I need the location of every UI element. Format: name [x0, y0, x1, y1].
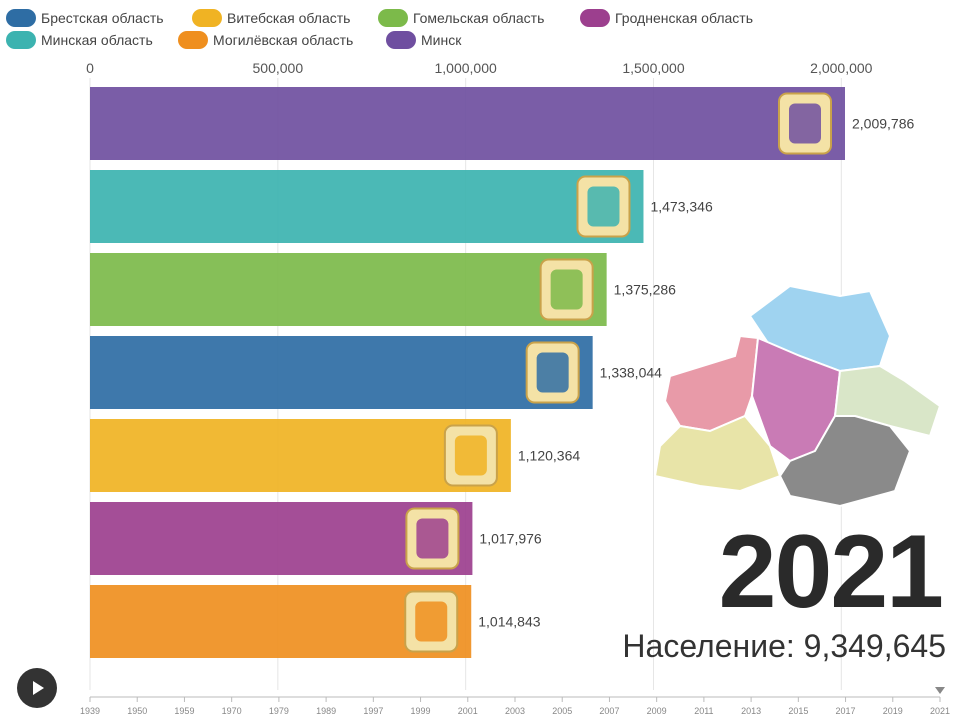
bar-value-label: 1,120,364 [518, 448, 580, 464]
legend-swatch [6, 31, 36, 49]
map-region-gomel [778, 415, 912, 508]
map-region-grodno [663, 334, 760, 433]
x-tick-label: 0 [86, 60, 94, 76]
population-total: Население: 9,349,645 [622, 628, 946, 665]
x-tick-label: 1,000,000 [435, 60, 497, 76]
coat-of-arms-shield [415, 601, 448, 642]
bar [90, 419, 511, 492]
legend-label: Могилёвская область [213, 32, 354, 48]
timeline-label: 1979 [269, 706, 289, 716]
bar-value-label: 1,014,843 [478, 614, 540, 630]
bar-value-label: 1,375,286 [614, 282, 676, 298]
legend: Брестская область Витебская область Гомель… [0, 0, 960, 56]
timeline-marker[interactable] [935, 687, 945, 694]
legend-label: Брестская область [41, 10, 164, 26]
legend-item[interactable]: Витебская область [192, 8, 350, 28]
coat-of-arms-shield [587, 186, 620, 227]
population-label: Население: [622, 628, 795, 664]
legend-swatch [378, 9, 408, 27]
legend-item[interactable]: Брестская область [6, 8, 164, 28]
bar [90, 87, 845, 160]
timeline-label: 1989 [316, 706, 336, 716]
x-tick-label: 1,500,000 [622, 60, 684, 76]
coat-of-arms-shield [416, 518, 449, 559]
timeline-label: 2019 [883, 706, 903, 716]
timeline-label: 1999 [411, 706, 431, 716]
legend-item[interactable]: Гродненская область [580, 8, 753, 28]
timeline-label: 1939 [80, 706, 100, 716]
legend-item[interactable]: Минская область [6, 30, 153, 50]
coat-of-arms-shield [550, 269, 583, 310]
timeline-label: 2011 [694, 706, 713, 716]
legend-label: Гомельская область [413, 10, 545, 26]
bar [90, 170, 644, 243]
timeline-label: 2003 [505, 706, 525, 716]
timeline-label: 2005 [552, 706, 572, 716]
belarus-map [653, 284, 942, 508]
coat-of-arms-shield [454, 435, 487, 476]
legend-swatch [192, 9, 222, 27]
legend-label: Минск [421, 32, 462, 48]
year-label: 2021 [718, 514, 944, 630]
map-region-brest [653, 414, 782, 493]
legend-label: Гродненская область [615, 10, 754, 26]
legend-item[interactable]: Могилёвская область [178, 30, 353, 50]
legend-label: Минская область [41, 32, 153, 48]
timeline-label: 1959 [174, 706, 194, 716]
legend-swatch [386, 31, 416, 49]
x-tick-label: 500,000 [253, 60, 304, 76]
timeline-label: 2013 [741, 706, 761, 716]
population-value: 9,349,645 [803, 628, 946, 664]
x-tick-label: 2,000,000 [810, 60, 872, 76]
legend-swatch [6, 9, 36, 27]
bar-value-label: 2,009,786 [852, 116, 914, 132]
legend-item[interactable]: Минск [386, 30, 461, 50]
bar [90, 336, 593, 409]
timeline-label: 2021 [930, 706, 950, 716]
coat-of-arms-shield [536, 352, 569, 393]
bar-value-label: 1,017,976 [479, 531, 541, 547]
timeline-label: 1970 [222, 706, 242, 716]
coat-of-arms-shield [789, 103, 821, 144]
timeline-label: 2009 [647, 706, 667, 716]
legend-swatch [580, 9, 610, 27]
timeline-label: 2007 [599, 706, 619, 716]
bar-value-label: 1,338,044 [600, 365, 662, 381]
legend-swatch [178, 31, 208, 49]
bar [90, 253, 607, 326]
timeline-label: 2015 [788, 706, 808, 716]
timeline-label: 2017 [836, 706, 856, 716]
play-button[interactable] [17, 668, 57, 708]
legend-item[interactable]: Гомельская область [378, 8, 544, 28]
bar-value-label: 1,473,346 [650, 199, 712, 215]
timeline-label: 2001 [458, 706, 478, 716]
play-icon [33, 681, 44, 695]
legend-label: Витебская область [227, 10, 351, 26]
timeline-label: 1950 [127, 706, 147, 716]
timeline-label: 1997 [363, 706, 383, 716]
